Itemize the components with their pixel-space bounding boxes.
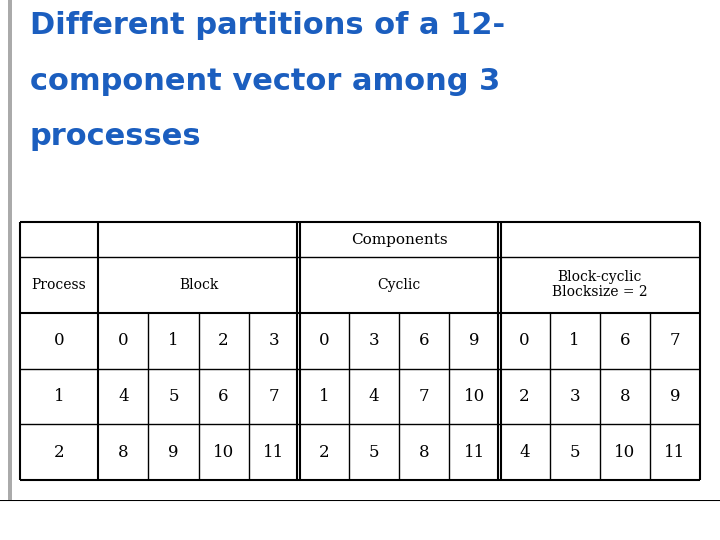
Text: 0: 0 <box>519 332 530 349</box>
Text: 1: 1 <box>54 388 64 405</box>
Text: 4: 4 <box>369 388 379 405</box>
Text: 8: 8 <box>419 444 430 461</box>
Text: 9: 9 <box>168 444 179 461</box>
Text: Cyclic: Cyclic <box>377 278 420 292</box>
Text: Block-cyclic: Block-cyclic <box>557 271 642 285</box>
Text: 11: 11 <box>464 444 485 461</box>
Text: 11: 11 <box>665 444 685 461</box>
Text: component vector among 3: component vector among 3 <box>30 66 500 96</box>
Text: 2: 2 <box>218 332 229 349</box>
Text: 11: 11 <box>263 444 284 461</box>
Text: 9: 9 <box>670 388 680 405</box>
Text: 10: 10 <box>464 388 485 405</box>
Text: 3: 3 <box>369 332 379 349</box>
Text: 8: 8 <box>118 444 129 461</box>
Text: 2: 2 <box>519 388 530 405</box>
Bar <box>8 0 12 500</box>
Text: 5: 5 <box>168 388 179 405</box>
Text: 2: 2 <box>54 444 64 461</box>
Text: 3: 3 <box>269 332 279 349</box>
Text: 5: 5 <box>570 444 580 461</box>
Text: processes: processes <box>30 123 202 151</box>
Text: MK: MK <box>19 505 53 524</box>
Text: Components: Components <box>351 233 447 247</box>
Text: 7: 7 <box>269 388 279 405</box>
Text: MORGAN KAUFMANN: MORGAN KAUFMANN <box>10 528 62 532</box>
Text: 5: 5 <box>369 444 379 461</box>
Text: 0: 0 <box>54 332 64 349</box>
Text: 6: 6 <box>419 332 429 349</box>
Text: 1: 1 <box>318 388 329 405</box>
Text: 7: 7 <box>419 388 430 405</box>
Text: 0: 0 <box>318 332 329 349</box>
Text: 4: 4 <box>519 444 530 461</box>
Text: 2: 2 <box>318 444 329 461</box>
Text: 10: 10 <box>213 444 234 461</box>
Text: 3: 3 <box>570 388 580 405</box>
Text: 10: 10 <box>614 444 635 461</box>
Text: Block: Block <box>179 278 218 292</box>
Text: 4: 4 <box>118 388 129 405</box>
Text: 64: 64 <box>679 513 698 526</box>
Text: 0: 0 <box>118 332 129 349</box>
Text: 7: 7 <box>670 332 680 349</box>
Text: Different partitions of a 12-: Different partitions of a 12- <box>30 11 505 40</box>
Text: 6: 6 <box>218 388 229 405</box>
Text: Copyright © 2010, Elsevier Inc. All rights Reserved: Copyright © 2010, Elsevier Inc. All righ… <box>210 513 510 526</box>
Text: 6: 6 <box>619 332 630 349</box>
Text: 1: 1 <box>168 332 179 349</box>
Text: 1: 1 <box>570 332 580 349</box>
Text: 8: 8 <box>619 388 630 405</box>
Text: Process: Process <box>32 278 86 292</box>
Text: 9: 9 <box>469 332 480 349</box>
Text: Blocksize = 2: Blocksize = 2 <box>552 286 647 299</box>
